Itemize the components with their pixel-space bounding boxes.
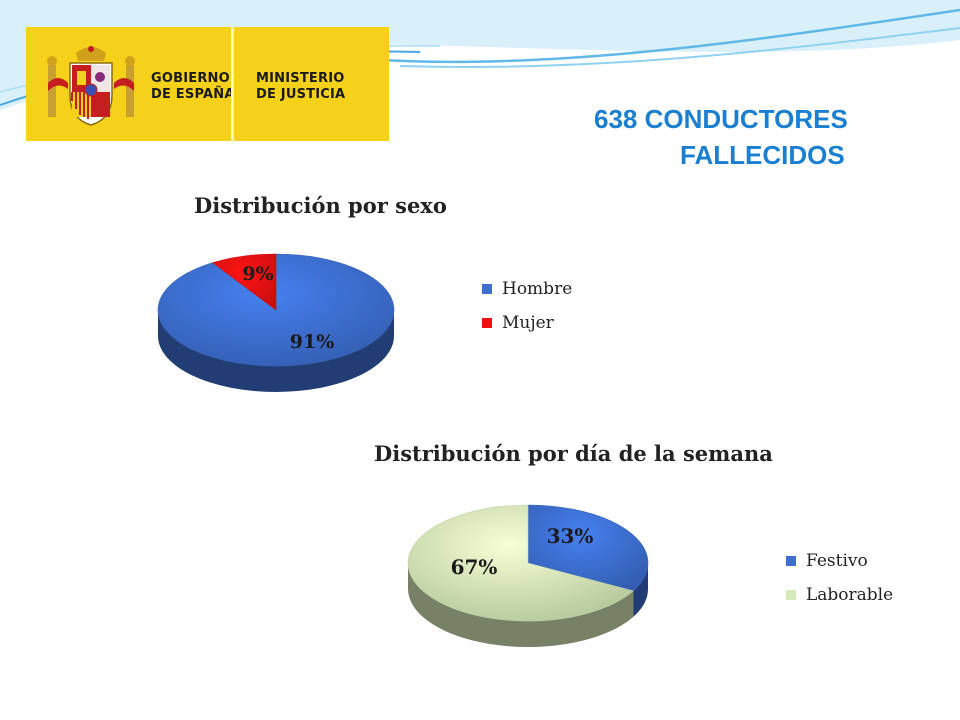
legend-sex: Hombre Mujer [482,272,572,340]
pie-weekday-label-festivo: 33% [547,524,594,548]
headline-line-2: FALLECIDOS [680,140,845,170]
government-label: GOBIERNO DE ESPAÑA [151,71,235,103]
swoosh-line-2 [399,27,960,68]
legend-swatch-laborable [786,590,796,600]
legend-item-laborable: Laborable [786,578,893,612]
pie-sex-slice-mujer [212,253,277,311]
legend-item-hombre: Hombre [482,272,572,306]
government-logo: GOBIERNO DE ESPAÑA MINISTERIO DE JUSTICI… [26,27,389,141]
pie-weekday-label-laborable: 67% [451,555,498,579]
logo-divider [231,27,234,141]
pie-chart-weekday: 33% 67% [407,504,649,647]
legend-weekday: Festivo Laborable [786,544,893,612]
pie-weekday-slice-festivo [527,504,649,592]
legend-swatch-hombre [482,284,492,294]
legend-label-laborable: Laborable [806,585,894,605]
legend-swatch-mujer [482,318,492,328]
swoosh-line-1 [379,8,960,64]
coat-of-arms-icon [47,46,135,126]
pie-sex-slice-hombre-side [158,310,394,392]
ministry-line-1: MINISTERIO [256,71,345,86]
legend-item-festivo: Festivo [786,544,893,578]
headline: 638 CONDUCTORES FALLECIDOS [540,101,950,173]
ministry-label: MINISTERIO DE JUSTICIA [256,71,345,103]
legend-label-festivo: Festivo [806,551,868,571]
chart-1-title: Distribución por sexo [194,193,447,218]
pie-weekday-slice-laborable-side [408,563,634,647]
legend-label-hombre: Hombre [502,279,573,299]
pie-sex-label-hombre: 91% [290,331,335,353]
government-line-1: GOBIERNO [151,71,230,86]
ministry-line-2: DE JUSTICIA [256,87,346,102]
pie-weekday-slice-laborable [407,504,634,622]
legend-label-mujer: Mujer [502,313,554,333]
pie-weekday-slice-festivo-side [633,563,648,617]
pie-sex-label-mujer: 9% [242,263,273,285]
headline-line-1: 638 CONDUCTORES [594,104,848,134]
government-line-2: DE ESPAÑA [151,87,235,102]
pie-chart-sex: 91% 9% [157,253,395,392]
chart-2-title: Distribución por día de la semana [374,441,773,466]
legend-item-mujer: Mujer [482,306,572,340]
legend-swatch-festivo [786,556,796,566]
